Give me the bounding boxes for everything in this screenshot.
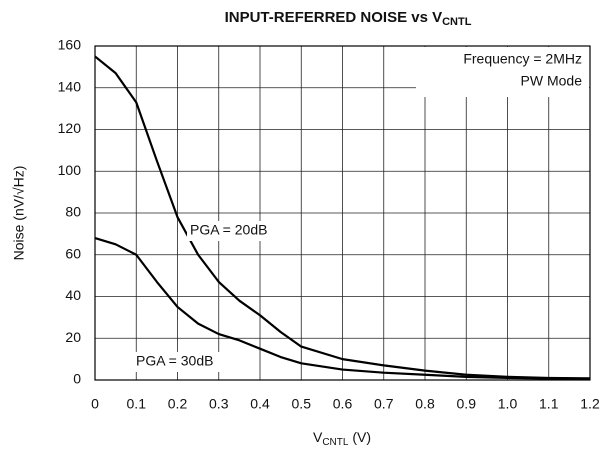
x-tick-label: 0.9 bbox=[457, 396, 477, 412]
x-tick-label: 0.4 bbox=[250, 396, 270, 412]
x-tick-label: 0.8 bbox=[415, 396, 435, 412]
x-tick-label: 0.1 bbox=[127, 396, 147, 412]
y-tick-label: 80 bbox=[65, 204, 81, 220]
x-tick-label: 1.1 bbox=[539, 396, 559, 412]
y-tick-label: 120 bbox=[58, 120, 82, 136]
series-label: PGA = 20dB bbox=[190, 222, 267, 238]
x-axis-label: VCNTL (V) bbox=[313, 429, 371, 448]
chart-title: INPUT-REFERRED NOISE vs VCNTL bbox=[225, 9, 472, 28]
x-tick-label: 1.2 bbox=[580, 396, 600, 412]
x-tick-label: 1.0 bbox=[498, 396, 518, 412]
annotation: Frequency = 2MHz bbox=[463, 51, 582, 67]
y-tick-label: 60 bbox=[65, 245, 81, 261]
series-label-bg bbox=[133, 352, 245, 372]
x-tick-label: 0.6 bbox=[333, 396, 353, 412]
title-text: INPUT-REFERRED NOISE vs V bbox=[225, 9, 443, 26]
y-tick-label: 140 bbox=[58, 78, 82, 94]
series-line bbox=[94, 55, 591, 380]
series-label-bg bbox=[187, 221, 299, 241]
y-tick-label: 20 bbox=[65, 329, 81, 345]
y-tick-label: 100 bbox=[58, 162, 82, 178]
title-subscript: CNTL bbox=[442, 16, 472, 28]
plot-frame bbox=[94, 45, 591, 381]
x-label-subscript: CNTL bbox=[322, 437, 349, 448]
y-tick-label: 160 bbox=[58, 37, 82, 53]
y-tick-label: 0 bbox=[73, 371, 81, 387]
y-tick-label: 40 bbox=[65, 287, 81, 303]
y-axis-label: Noise (nV/√Hz) bbox=[11, 166, 27, 261]
annotation-box bbox=[416, 47, 589, 97]
x-label-suffix: (V) bbox=[348, 429, 371, 445]
x-tick-label: 0.3 bbox=[209, 396, 229, 412]
series-line bbox=[94, 236, 591, 381]
annotation: PW Mode bbox=[521, 73, 583, 89]
series-label: PGA = 30dB bbox=[136, 353, 213, 369]
x-tick-label: 0.7 bbox=[374, 396, 394, 412]
x-label-text: V bbox=[313, 429, 323, 445]
x-tick-label: 0.5 bbox=[292, 396, 312, 412]
x-tick-label: 0.2 bbox=[168, 396, 188, 412]
x-tick-label: 0 bbox=[91, 396, 99, 412]
